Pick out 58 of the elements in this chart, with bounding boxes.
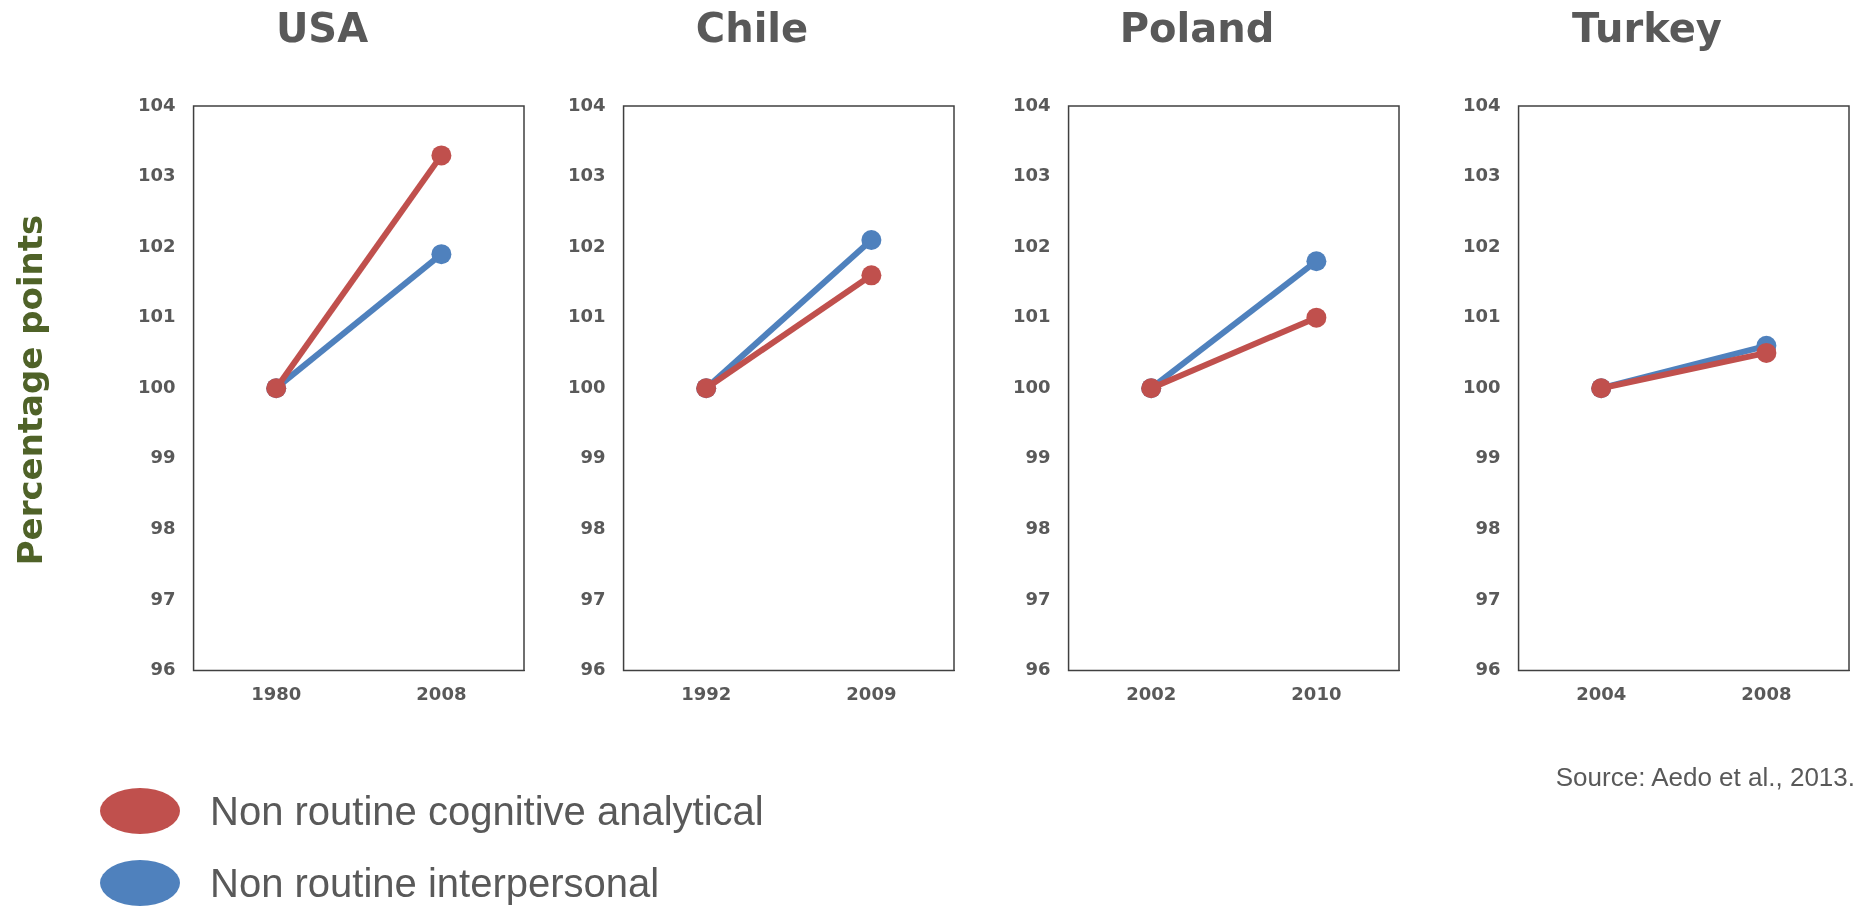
y-tick-label: 98 xyxy=(1475,516,1501,538)
x-tick-label: 2009 xyxy=(846,682,897,704)
x-tick-label: 1992 xyxy=(681,682,732,704)
point xyxy=(431,145,452,166)
y-tick-label: 101 xyxy=(1463,305,1501,327)
y-tick-label: 97 xyxy=(580,587,606,609)
y-tick-label: 99 xyxy=(1475,446,1501,468)
y-tick-label: 97 xyxy=(1475,587,1501,609)
point xyxy=(431,244,452,265)
y-tick-label: 98 xyxy=(150,516,176,538)
y-tick-label: 100 xyxy=(568,375,606,397)
y-tick-label: 104 xyxy=(568,93,606,115)
y-tick-label: 103 xyxy=(1463,164,1501,186)
y-axis-title: Percentage points xyxy=(10,214,50,566)
y-tick-label: 103 xyxy=(138,164,176,186)
y-tick-label: 97 xyxy=(150,587,176,609)
y-tick-label: 100 xyxy=(138,375,176,397)
y-tick-label: 104 xyxy=(1463,93,1501,115)
legend-label: Non routine interpersonal xyxy=(210,860,660,906)
y-tick-label: 99 xyxy=(150,446,176,468)
chart-title: USA xyxy=(275,5,369,52)
point xyxy=(861,230,882,251)
point xyxy=(861,265,882,286)
chart-title: Poland xyxy=(1119,5,1275,52)
y-tick-label: 96 xyxy=(1025,658,1051,680)
y-tick-label: 98 xyxy=(1025,516,1051,538)
y-tick-label: 103 xyxy=(1013,164,1051,186)
x-tick-label: 2004 xyxy=(1576,682,1627,704)
y-tick-label: 97 xyxy=(1025,587,1051,609)
legend-label: Non routine cognitive analytical xyxy=(210,788,764,834)
y-tick-label: 100 xyxy=(1463,375,1501,397)
y-tick-label: 101 xyxy=(568,305,606,327)
y-tick-label: 104 xyxy=(1013,93,1051,115)
source-note: Source: Aedo et al., 2013. xyxy=(1555,762,1855,793)
point xyxy=(1306,251,1327,272)
y-tick-label: 102 xyxy=(568,234,606,256)
x-tick-label: 1980 xyxy=(251,682,302,704)
y-tick-label: 102 xyxy=(1013,234,1051,256)
x-tick-label: 2008 xyxy=(416,682,467,704)
chart-title: Chile xyxy=(695,5,809,52)
x-tick-label: 2002 xyxy=(1126,682,1177,704)
y-tick-label: 96 xyxy=(1475,658,1501,680)
y-tick-label: 101 xyxy=(138,305,176,327)
y-tick-label: 96 xyxy=(150,658,176,680)
chart-title: Turkey xyxy=(1572,5,1722,52)
x-tick-label: 2008 xyxy=(1741,682,1792,704)
y-tick-label: 96 xyxy=(580,658,606,680)
y-tick-label: 102 xyxy=(1463,234,1501,256)
y-tick-label: 98 xyxy=(580,516,606,538)
y-tick-label: 101 xyxy=(1013,305,1051,327)
y-tick-label: 99 xyxy=(580,446,606,468)
x-tick-label: 2010 xyxy=(1291,682,1342,704)
y-tick-label: 103 xyxy=(568,164,606,186)
y-tick-label: 104 xyxy=(138,93,176,115)
y-tick-label: 99 xyxy=(1025,446,1051,468)
y-tick-label: 102 xyxy=(138,234,176,256)
y-tick-label: 100 xyxy=(1013,375,1051,397)
point xyxy=(1306,307,1327,328)
